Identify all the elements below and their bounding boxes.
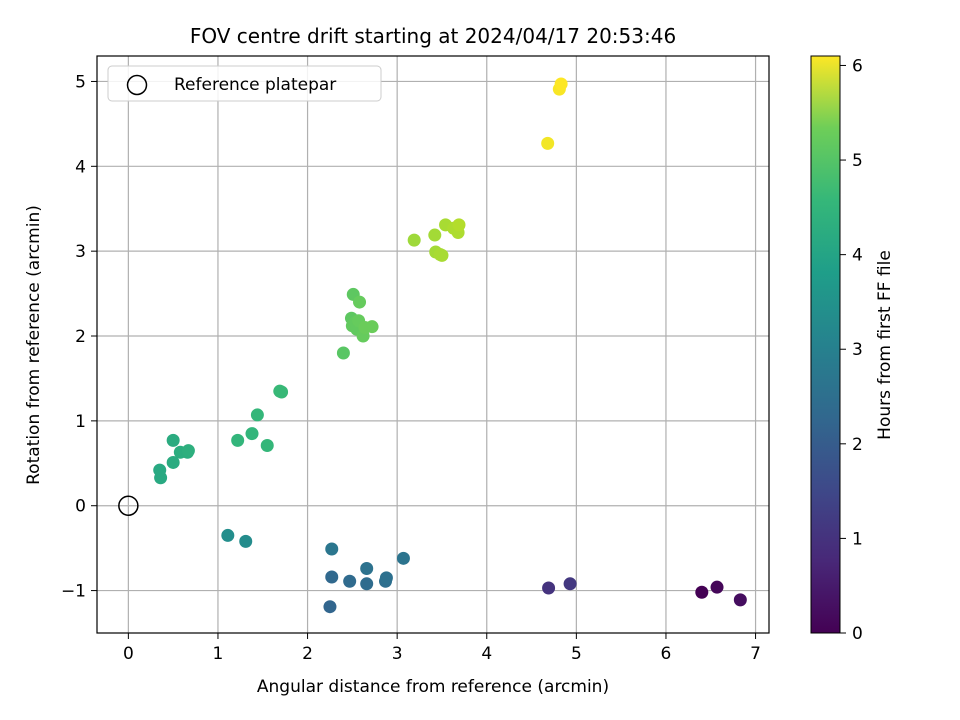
x-tick-label: 3 <box>392 644 403 664</box>
data-point <box>542 581 556 595</box>
data-point <box>396 551 410 565</box>
x-tick-label: 6 <box>661 644 672 664</box>
data-point <box>323 600 337 614</box>
colorbar-tick-label: 3 <box>852 340 863 360</box>
data-point <box>710 580 724 594</box>
data-point <box>435 248 449 262</box>
colorbar-gradient <box>811 56 840 633</box>
x-tick-label: 7 <box>750 644 761 664</box>
y-tick-label: 4 <box>75 157 86 177</box>
data-point <box>250 408 264 422</box>
reference-point <box>118 495 139 516</box>
points <box>153 77 747 614</box>
colorbar: 0 1 2 3 4 5 6 Hours from first FF file <box>810 55 895 644</box>
x-tick-label: 1 <box>213 644 224 664</box>
data-point <box>221 528 235 542</box>
data-point <box>336 346 350 360</box>
colorbar-tick-label: 0 <box>852 624 863 644</box>
x-tick-label: 0 <box>123 644 134 664</box>
y-tick-label: 2 <box>75 327 86 347</box>
colorbar-tick-label: 4 <box>852 246 863 266</box>
colorbar-ticks: 0 1 2 3 4 5 6 <box>840 56 863 644</box>
y-tick-label: −1 <box>61 582 86 602</box>
data-point <box>353 295 367 309</box>
data-point <box>365 320 379 334</box>
y-tick-label: 0 <box>75 497 86 517</box>
colorbar-tick-label: 5 <box>852 151 863 171</box>
data-point <box>554 77 568 91</box>
data-point <box>452 218 466 232</box>
data-point <box>181 444 195 458</box>
y-tick-label: 5 <box>75 72 86 92</box>
data-point <box>166 433 180 447</box>
axis-ticks: 0 1 2 3 4 5 6 7 −1 0 1 2 3 4 5 <box>61 72 761 664</box>
legend-marker-icon <box>126 74 148 96</box>
data-point <box>733 593 747 607</box>
plot-frame <box>96 55 770 634</box>
legend-label: Reference platepar <box>174 75 336 95</box>
data-point <box>245 427 259 441</box>
x-tick-label: 2 <box>302 644 313 664</box>
data-point <box>563 577 577 591</box>
data-point <box>360 577 374 591</box>
y-axis-label: Rotation from reference (arcmin) <box>24 205 44 485</box>
x-tick-label: 5 <box>571 644 582 664</box>
data-point <box>343 574 357 588</box>
data-point <box>153 463 167 477</box>
legend: Reference platepar <box>107 65 382 102</box>
colorbar-tick-label: 1 <box>852 529 863 549</box>
data-point <box>541 136 555 150</box>
data-point <box>325 542 339 556</box>
data-point <box>428 228 442 242</box>
colorbar-tick-label: 6 <box>852 56 863 76</box>
colorbar-frame <box>810 55 841 634</box>
data-point <box>360 562 374 576</box>
data-point <box>166 455 180 469</box>
x-axis-label: Angular distance from reference (arcmin) <box>257 677 609 697</box>
data-point <box>260 438 274 452</box>
x-tick-label: 4 <box>481 644 492 664</box>
y-tick-label: 1 <box>75 412 86 432</box>
chart-title: FOV centre drift starting at 2024/04/17 … <box>190 24 676 48</box>
colorbar-label: Hours from first FF file <box>875 250 895 440</box>
legend-box <box>107 65 382 102</box>
data-point <box>325 570 339 584</box>
data-point <box>231 433 245 447</box>
data-point <box>239 534 253 548</box>
data-point <box>379 571 393 585</box>
colorbar-tick-label: 2 <box>852 435 863 455</box>
y-tick-label: 3 <box>75 242 86 262</box>
data-point <box>275 385 289 399</box>
data-point <box>407 233 421 247</box>
grid <box>97 56 769 633</box>
data-point <box>695 585 709 599</box>
